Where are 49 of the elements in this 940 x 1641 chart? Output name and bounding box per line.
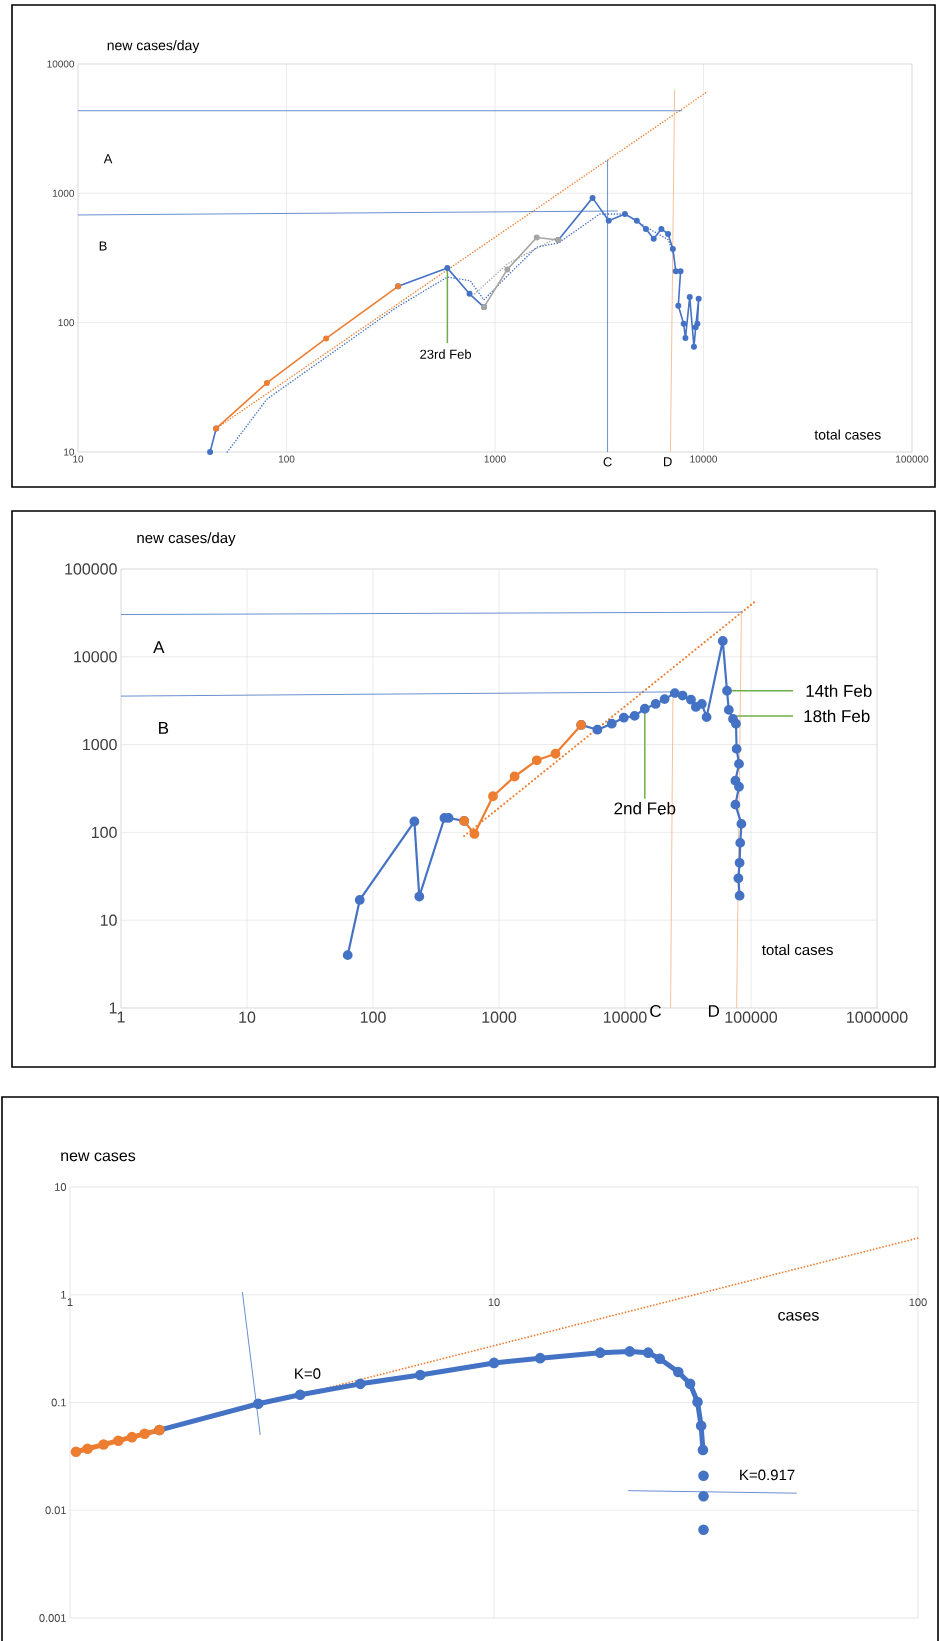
annotation: 18th Feb <box>804 709 870 723</box>
x-tick-label: 10000 <box>690 455 718 463</box>
annotation: 2nd Feb <box>614 801 676 815</box>
y-tick-label: 1000 <box>83 738 117 751</box>
text: D <box>664 457 672 467</box>
y-tick-label: 0.001 <box>39 1614 66 1622</box>
y-tick-label: 10000 <box>74 651 117 663</box>
x-axis-title: total cases <box>814 429 881 440</box>
y-axis-title: new cases <box>61 1152 136 1162</box>
y-tick-label: 1 <box>61 1290 66 1299</box>
x-tick-label: 100 <box>278 455 295 463</box>
x-axis-title: total cases <box>762 944 833 956</box>
x-tick-label: 100 <box>360 1011 386 1023</box>
x-axis-title: cases <box>778 1311 819 1321</box>
annotation: B <box>99 241 107 251</box>
x-tick-label: 100 <box>909 1298 927 1307</box>
text: C <box>603 457 612 467</box>
annotation: K=0.917 <box>740 1469 795 1481</box>
annotation: B <box>159 722 169 734</box>
x-tick-label: 1 <box>117 1011 125 1023</box>
y-tick-label: 100 <box>91 826 117 839</box>
y-tick-label: 1 <box>109 1002 117 1014</box>
annotation: C <box>650 1004 661 1018</box>
y-tick-label: 10 <box>100 914 117 926</box>
annotation: D <box>708 1005 720 1017</box>
x-tick-label: 10000 <box>603 1011 647 1023</box>
y-axis-title: new cases/day <box>137 532 236 547</box>
annotation: A <box>103 154 113 164</box>
y-tick-label: 0.1 <box>51 1398 66 1407</box>
annotation: 23rd Feb <box>420 349 472 359</box>
x-tick-label: 10 <box>73 455 84 463</box>
y-tick-label: 10000 <box>47 60 75 68</box>
y-tick-label: 10 <box>64 448 75 456</box>
annotation: A <box>153 641 165 653</box>
y-tick-label: 100 <box>58 319 75 327</box>
x-tick-label: 1000 <box>484 455 506 463</box>
annotation: 14th Feb <box>806 684 872 697</box>
y-tick-label: 1000 <box>52 189 75 197</box>
x-tick-label: 10 <box>239 1011 256 1023</box>
y-tick-label: 100000 <box>65 563 117 575</box>
y-tick-label: 0.01 <box>45 1506 66 1515</box>
x-tick-label: 1000 <box>482 1011 517 1023</box>
x-tick-label: 100000 <box>896 455 929 463</box>
x-tick-label: 100000 <box>725 1011 778 1023</box>
x-tick-label: 1000000 <box>847 1011 908 1023</box>
y-tick-label: 10 <box>55 1183 67 1191</box>
x-tick-label: 10 <box>488 1298 500 1307</box>
y-axis-title: new cases/day <box>107 39 200 54</box>
annotation: K=0 <box>295 1368 321 1379</box>
